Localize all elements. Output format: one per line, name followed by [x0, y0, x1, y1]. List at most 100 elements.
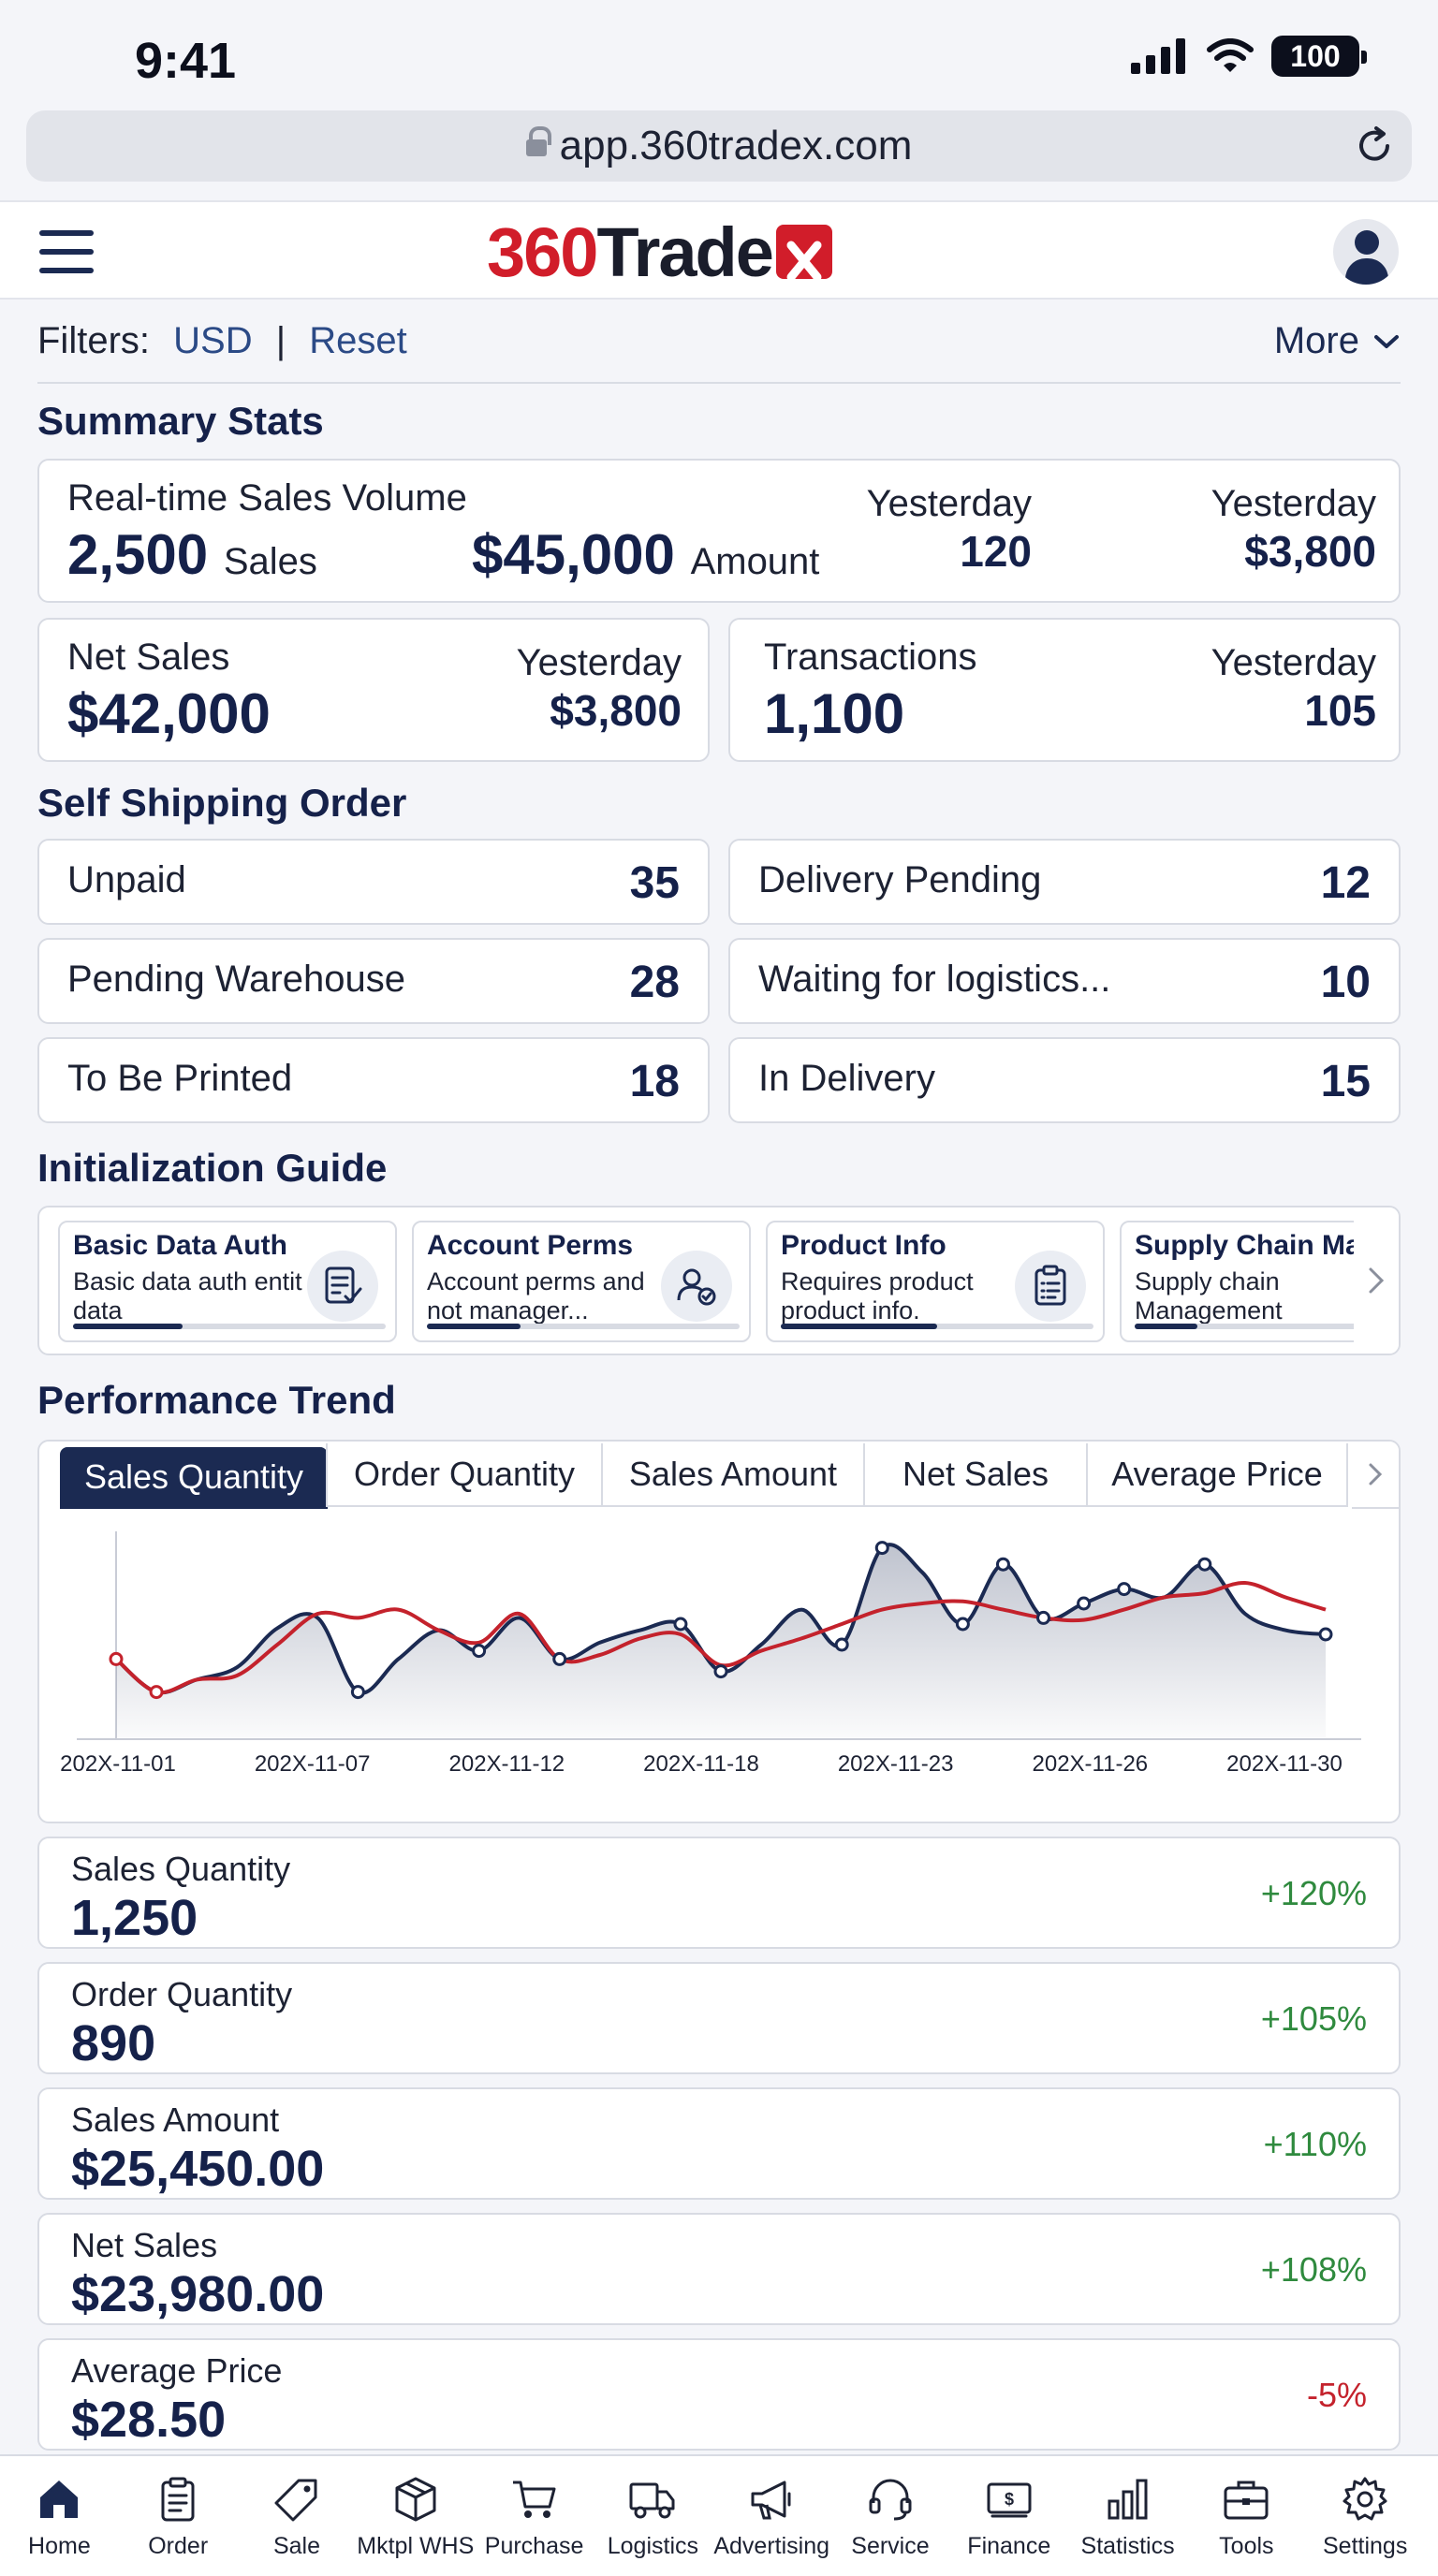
user-avatar-icon[interactable] — [1333, 219, 1399, 285]
guide-card-title: Account Perms — [427, 1230, 634, 1261]
tab-order-quantity[interactable]: Order Quantity — [326, 1443, 603, 1507]
nav-service[interactable]: Service — [831, 2456, 950, 2576]
reload-icon[interactable] — [1354, 125, 1395, 167]
wifi-icon — [1207, 38, 1254, 72]
nav-statistics[interactable]: Statistics — [1068, 2456, 1187, 2576]
transactions-value: 1,100 — [764, 682, 905, 745]
nav-logistics[interactable]: Logistics — [594, 2456, 712, 2576]
metric-change: +110% — [1263, 2125, 1367, 2163]
guide-card-title: Basic Data Auth — [73, 1230, 287, 1261]
reset-filter-link[interactable]: Reset — [309, 320, 407, 361]
logo-x-mark — [775, 225, 832, 282]
yesterday-label: Yesterday — [1211, 642, 1376, 683]
performance-trend-title: Performance Trend — [37, 1378, 396, 1422]
metric-order-quantity[interactable]: Order Quantity 890 +105% — [37, 1962, 1401, 2074]
data-point — [995, 1557, 1010, 1572]
tile-label: Pending Warehouse — [67, 959, 405, 1000]
performance-tabs: Sales Quantity Order Quantity Sales Amou… — [60, 1443, 1348, 1511]
data-point — [1197, 1557, 1212, 1572]
battery-indicator: 100 — [1271, 36, 1367, 77]
metric-value: $28.50 — [71, 2392, 227, 2448]
net-sales-card[interactable]: Net Sales $42,000 Yesterday $3,800 — [37, 618, 710, 762]
tab-sales-quantity[interactable]: Sales Quantity — [60, 1447, 328, 1509]
guide-card-desc: Account perms and not manager... — [427, 1267, 645, 1325]
order-tile-unpaid[interactable]: Unpaid 35 — [37, 839, 710, 925]
more-dropdown[interactable]: More — [1274, 320, 1401, 362]
guide-progress-bar — [427, 1324, 740, 1329]
guide-card-desc: Requires product product info. — [781, 1267, 974, 1325]
metric-net-sales[interactable]: Net Sales $23,980.00 +108% — [37, 2213, 1401, 2325]
metric-label: Average Price — [71, 2351, 283, 2390]
tile-label: In Delivery — [758, 1058, 935, 1099]
bottom-navigation: Home Order Sale Mktpl WHS Purchase Logis… — [0, 2454, 1438, 2576]
data-point — [1318, 1627, 1333, 1642]
app-header: 360 Trade — [0, 200, 1438, 300]
guide-card-basic-data[interactable]: Basic Data Auth Basic data auth entit da… — [58, 1221, 397, 1342]
guide-card-supply-chain[interactable]: Supply Chain Ma Supply chain Management — [1120, 1221, 1399, 1342]
metric-change: +108% — [1260, 2250, 1367, 2289]
x-tick-label: 202X-11-07 — [255, 1751, 371, 1777]
metric-sales-amount[interactable]: Sales Amount $25,450.00 +110% — [37, 2087, 1401, 2200]
metric-change: +120% — [1260, 1874, 1367, 1912]
order-tile-in-delivery[interactable]: In Delivery 15 — [728, 1037, 1401, 1123]
realtime-sales-card[interactable]: Real-time Sales Volume 2,500 Sales $45,0… — [37, 459, 1401, 603]
net-sales-yesterday: $3,800 — [550, 686, 682, 735]
currency-filter[interactable]: USD — [173, 320, 253, 361]
toolbox-icon — [1224, 2481, 1269, 2520]
guide-card-desc: Supply chain Management — [1135, 1267, 1283, 1325]
trend-line-chart: 202X-11-01 202X-11-07 202X-11-12 202X-11-18… — [60, 1531, 1361, 1777]
money-icon: $ — [987, 2482, 1032, 2518]
tab-sales-amount[interactable]: Sales Amount — [601, 1443, 865, 1507]
metric-label: Order Quantity — [71, 1975, 293, 2013]
tile-count: 28 — [629, 958, 680, 1007]
box-icon — [395, 2477, 436, 2522]
metric-sales-quantity[interactable]: Sales Quantity 1,250 +120% — [37, 1837, 1401, 1949]
order-tile-pending-warehouse[interactable]: Pending Warehouse 28 — [37, 938, 710, 1024]
tab-net-sales[interactable]: Net Sales — [863, 1443, 1088, 1507]
menu-icon[interactable] — [39, 230, 94, 273]
tile-count: 35 — [629, 858, 680, 908]
nav-mktpl-whs[interactable]: Mktpl WHS — [356, 2456, 475, 2576]
address-bar[interactable]: app.360tradex.com — [26, 110, 1412, 182]
order-tile-waiting-logistics[interactable]: Waiting for logistics... 10 — [728, 938, 1401, 1024]
nav-finance[interactable]: $ Finance — [949, 2456, 1068, 2576]
filter-bar: Filters: USD | Reset More — [37, 320, 1401, 384]
chevron-right-icon[interactable] — [1354, 1208, 1399, 1354]
metric-label: Net Sales — [71, 2226, 218, 2264]
data-point — [109, 1651, 124, 1666]
headset-icon — [869, 2479, 912, 2521]
more-label: More — [1273, 320, 1359, 361]
performance-chart-card: Sales Quantity Order Quantity Sales Amou… — [37, 1440, 1401, 1823]
nav-tools[interactable]: Tools — [1187, 2456, 1306, 2576]
order-tile-to-be-printed[interactable]: To Be Printed 18 — [37, 1037, 710, 1123]
order-tile-delivery-pending[interactable]: Delivery Pending 12 — [728, 839, 1401, 925]
tile-count: 12 — [1320, 858, 1371, 908]
nav-order[interactable]: Order — [119, 2456, 238, 2576]
guide-card-account-perms[interactable]: Account Perms Account perms and not mana… — [412, 1221, 751, 1342]
tab-average-price[interactable]: Average Price — [1086, 1443, 1348, 1507]
nav-home[interactable]: Home — [0, 2456, 119, 2576]
net-sales-value: $42,000 — [67, 682, 271, 745]
guide-carousel: Basic Data Auth Basic data auth entit da… — [37, 1206, 1401, 1355]
tabs-chevron-right-icon[interactable] — [1352, 1442, 1399, 1509]
yesterday-amount: $3,800 — [1244, 527, 1376, 576]
guide-card-product-info[interactable]: Product Info Requires product product in… — [766, 1221, 1105, 1342]
metric-change: -5% — [1306, 2376, 1367, 2414]
data-point — [350, 1685, 365, 1700]
data-point — [149, 1685, 164, 1700]
nav-sale[interactable]: Sale — [238, 2456, 357, 2576]
nav-purchase[interactable]: Purchase — [475, 2456, 594, 2576]
x-tick-label: 202X-11-30 — [1226, 1751, 1343, 1777]
transactions-card[interactable]: Transactions 1,100 Yesterday 105 — [728, 618, 1401, 762]
yesterday-label: Yesterday — [866, 483, 1032, 524]
brand-logo[interactable]: 360 Trade — [487, 213, 832, 291]
data-point — [1036, 1610, 1051, 1625]
metric-average-price[interactable]: Average Price $28.50 -5% — [37, 2338, 1401, 2451]
yesterday-sales: 120 — [960, 527, 1032, 576]
nav-settings[interactable]: Settings — [1306, 2456, 1425, 2576]
megaphone-icon — [751, 2481, 791, 2520]
self-shipping-title: Self Shipping Order — [37, 781, 407, 825]
tile-count: 18 — [629, 1057, 680, 1106]
data-point — [834, 1637, 849, 1652]
nav-advertising[interactable]: Advertising — [712, 2456, 831, 2576]
